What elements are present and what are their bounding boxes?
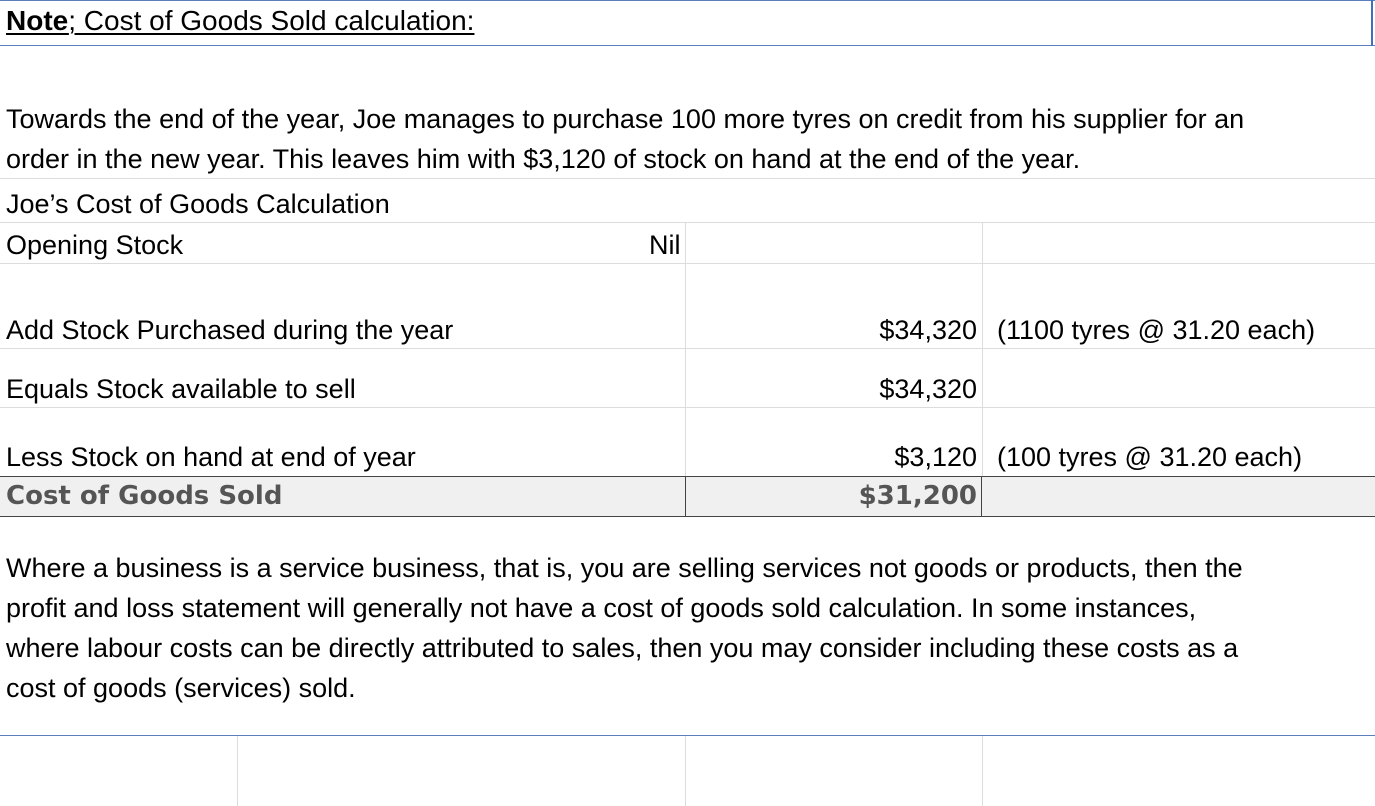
gridline xyxy=(685,736,686,806)
row-value-stock-available[interactable]: $34,320 xyxy=(879,374,977,404)
row-label-stock-available[interactable]: Equals Stock available to sell xyxy=(6,374,356,404)
row-note-stock-on-hand[interactable]: (100 tyres @ 31.20 each) xyxy=(997,442,1303,472)
row-label-opening-stock[interactable]: Opening Stock xyxy=(6,230,184,260)
title-right-border xyxy=(1371,0,1373,46)
service-note-line-3[interactable]: where labour costs can be directly attri… xyxy=(6,633,1239,663)
gridline xyxy=(0,222,1375,223)
note-title-rest: ; Cost of Goods Sold calculation: xyxy=(68,5,475,36)
total-row-background xyxy=(0,476,1375,516)
row-label-stock-purchased[interactable]: Add Stock Purchased during the year xyxy=(6,315,454,345)
total-value-right-border xyxy=(981,476,982,516)
row-note-stock-purchased[interactable]: (1100 tyres @ 31.20 each) xyxy=(997,315,1316,345)
gridline xyxy=(0,263,1375,264)
gridline xyxy=(0,407,1375,408)
service-note-line-1[interactable]: Where a business is a service business, … xyxy=(6,553,1243,583)
calc-heading[interactable]: Joe’s Cost of Goods Calculation xyxy=(6,189,390,219)
intro-line-2[interactable]: order in the new year. This leaves him w… xyxy=(6,144,1081,174)
row-value-stock-purchased[interactable]: $34,320 xyxy=(879,315,977,345)
service-note-line-2[interactable]: profit and loss statement will generally… xyxy=(6,593,1197,623)
gridline xyxy=(0,348,1375,349)
title-bottom-border xyxy=(0,45,1375,46)
gridline xyxy=(982,222,983,476)
gridline xyxy=(237,736,238,806)
total-row-bottom-border xyxy=(0,516,1375,517)
total-value-left-border xyxy=(685,476,686,516)
total-value[interactable]: $31,200 xyxy=(858,481,977,511)
row-label-stock-on-hand[interactable]: Less Stock on hand at end of year xyxy=(6,442,416,472)
paragraph-bottom-border xyxy=(0,735,1375,736)
note-title-bold: Note xyxy=(6,5,69,36)
total-row-top-border xyxy=(0,476,1375,477)
gridline xyxy=(982,736,983,806)
service-note-line-4[interactable]: cost of goods (services) sold. xyxy=(6,673,356,703)
gridline xyxy=(0,178,1375,179)
intro-line-1[interactable]: Towards the end of the year, Joe manages… xyxy=(6,104,1245,134)
total-label[interactable]: Cost of Goods Sold xyxy=(6,481,283,511)
note-title[interactable]: Note; Cost of Goods Sold calculation: xyxy=(6,4,474,38)
row-value-stock-on-hand[interactable]: $3,120 xyxy=(894,442,977,472)
gridline xyxy=(685,222,686,476)
title-top-border xyxy=(0,0,1375,1)
row-value-opening-stock[interactable]: Nil xyxy=(649,230,681,260)
